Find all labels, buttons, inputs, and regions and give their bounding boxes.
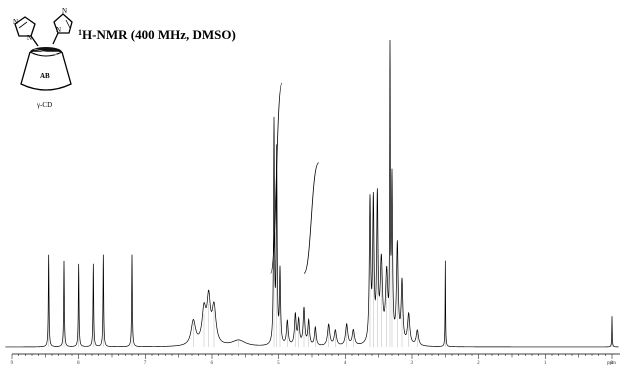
imidazole-left-icon <box>14 16 39 47</box>
title-text: H-NMR (400 MHz, DMSO) <box>82 27 236 42</box>
tick-label-3: 6 <box>211 361 214 365</box>
tick-label-4: 5 <box>277 361 280 365</box>
molecule-name: γ-CD <box>36 101 52 109</box>
tick-label-5: 4 <box>344 361 347 365</box>
tick-label-9: 0 <box>611 361 614 365</box>
tick-label-7: 2 <box>477 361 480 365</box>
tick-label-8: 1 <box>544 361 547 365</box>
x-axis-ticks: 9 8 7 6 5 4 3 2 1 0 <box>11 354 614 365</box>
ring-label: AB <box>40 72 50 80</box>
spectrum-trace <box>5 39 619 348</box>
tick-label-1: 8 <box>77 361 80 365</box>
nitrogen-label-right-2: N <box>62 7 67 15</box>
x-axis-unit: ppm <box>607 361 616 365</box>
tick-label-0: 9 <box>11 361 14 365</box>
chart-title: 1H-NMR (400 MHz, DMSO) <box>78 27 236 42</box>
title-superscript: 1 <box>78 28 82 37</box>
imidazole-right-icon <box>52 13 73 45</box>
spectrum-peaks <box>48 40 613 347</box>
nitrogen-label-left-2: N <box>13 18 18 26</box>
integral-1 <box>303 162 320 274</box>
molecule-structure: N N N N AB γ-CD <box>13 7 73 109</box>
integral-curves <box>270 82 320 274</box>
tick-label-6: 3 <box>411 361 414 365</box>
cyclodextrin-cone-icon <box>20 47 72 91</box>
nitrogen-label-right: N <box>56 26 61 34</box>
tick-label-2: 7 <box>144 361 147 365</box>
nitrogen-label-left: N <box>27 34 32 42</box>
